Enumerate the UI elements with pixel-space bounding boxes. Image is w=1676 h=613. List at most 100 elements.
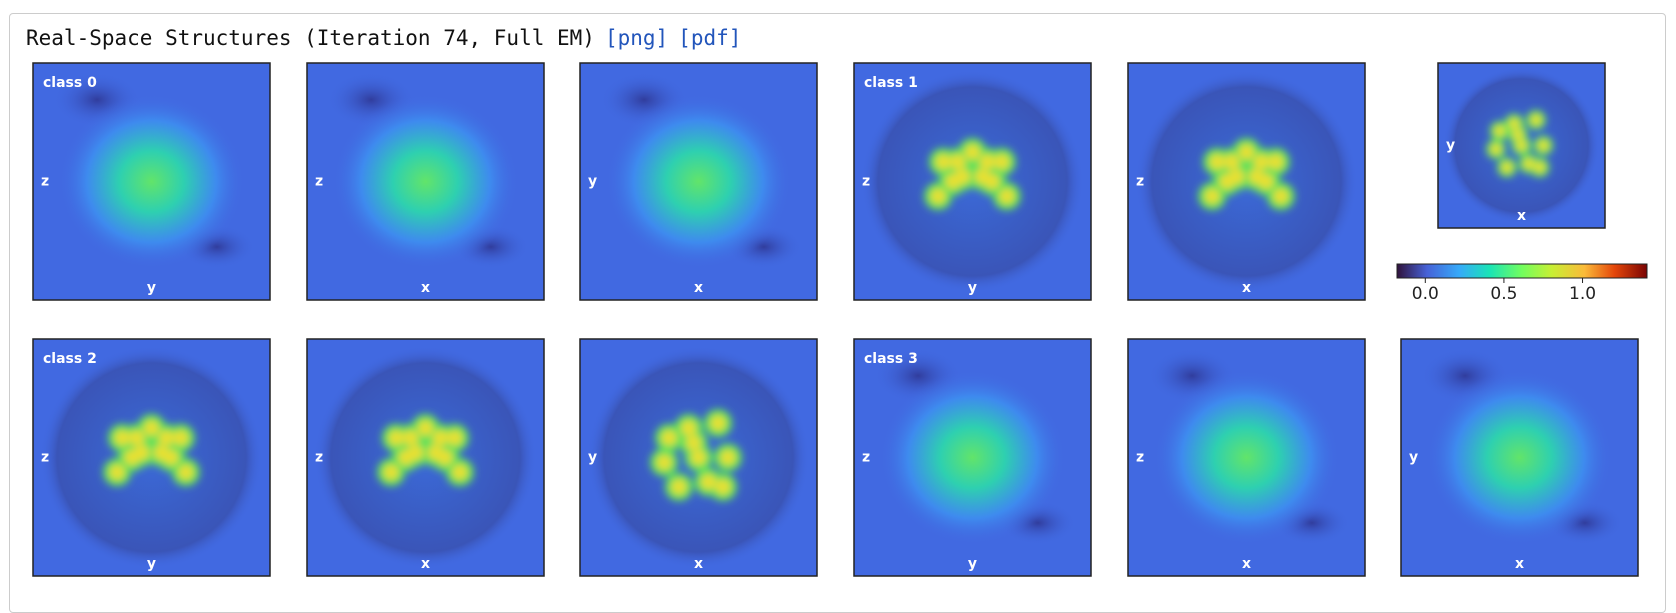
header: Real-Space Structures (Iteration 74, Ful… — [26, 26, 741, 50]
pdf-link[interactable]: [pdf] — [678, 26, 742, 50]
axis-label: x — [1242, 280, 1251, 296]
blob-core — [173, 430, 189, 446]
image-border — [1127, 338, 1366, 577]
title: Real-Space Structures (Iteration 74, Ful… — [26, 26, 595, 50]
blob-core — [1224, 154, 1240, 170]
axis-label: z — [862, 174, 870, 190]
density — [1153, 370, 1340, 545]
axis-label: y — [1409, 450, 1418, 466]
image-panel: yx — [1437, 62, 1606, 229]
blob-core — [1530, 114, 1542, 126]
blob-core — [1490, 143, 1502, 155]
density — [1485, 109, 1554, 178]
image-border — [1127, 62, 1366, 301]
axis-label: y — [968, 280, 977, 296]
image-border — [32, 62, 271, 301]
axis-label: z — [1136, 450, 1144, 466]
density — [649, 408, 743, 502]
blob-core — [1204, 188, 1220, 204]
axis-label: x — [1517, 208, 1526, 224]
blob-core — [999, 188, 1015, 204]
blob-core — [974, 168, 990, 185]
blob-core — [452, 464, 468, 480]
blob-core — [383, 464, 399, 480]
blob-core — [1523, 158, 1535, 170]
axis-label: x — [694, 556, 703, 572]
density — [923, 137, 1022, 211]
blob-core — [1273, 188, 1289, 204]
image-panel: zx — [1127, 62, 1366, 301]
blob-core — [1516, 140, 1527, 151]
image-panel: zx — [306, 338, 545, 577]
image-panel: class 1 z y — [853, 62, 1092, 301]
blob-core — [403, 430, 419, 446]
blob-core — [129, 430, 145, 446]
blob-core — [109, 464, 125, 480]
density — [605, 94, 792, 269]
density — [1197, 137, 1296, 211]
blob-core — [158, 430, 174, 446]
blob-core — [1248, 168, 1264, 185]
image-panel: yx — [1400, 338, 1639, 577]
blob-core — [1494, 125, 1505, 137]
axis-label: z — [41, 450, 49, 466]
blob-core — [1253, 154, 1269, 170]
class-label: class 0 — [43, 75, 97, 91]
density — [879, 370, 1066, 545]
image-border — [853, 338, 1092, 577]
axis-label: x — [1242, 556, 1251, 572]
class-label: class 3 — [864, 351, 918, 367]
image-border — [306, 338, 545, 577]
blob-core — [700, 474, 716, 490]
image-border — [579, 338, 818, 577]
axis-label: x — [421, 556, 430, 572]
axis-label: y — [147, 280, 156, 296]
image-panel: yx — [579, 338, 818, 577]
blob-core — [979, 154, 995, 170]
blob-core — [685, 435, 702, 451]
blob-core — [930, 188, 946, 204]
blob-core — [178, 464, 194, 480]
blob-core — [1229, 168, 1245, 185]
density — [102, 413, 201, 487]
image-panel: yx — [579, 62, 818, 301]
blob-core — [143, 420, 160, 436]
blob-core — [114, 430, 130, 446]
density — [1426, 370, 1613, 545]
tick-label: 0.5 — [1490, 284, 1517, 304]
blob-core — [1534, 162, 1546, 173]
density — [376, 413, 475, 487]
axis-label: z — [315, 174, 323, 190]
blob-core — [964, 144, 981, 160]
class-label: class 1 — [864, 75, 918, 91]
axis-label: x — [694, 280, 703, 296]
blob-core — [1508, 118, 1520, 129]
blob-core — [388, 430, 404, 446]
axis-label: y — [588, 450, 597, 466]
blob-core — [994, 154, 1010, 170]
axis-label: x — [1515, 556, 1524, 572]
image-panel: zx — [306, 62, 545, 301]
blob-core — [427, 444, 443, 461]
blob-core — [661, 430, 677, 446]
axis-label: z — [315, 450, 323, 466]
blob-core — [1501, 162, 1513, 173]
image-border — [32, 338, 271, 577]
tick-label: 1.0 — [1569, 284, 1596, 304]
blob-core — [720, 449, 736, 466]
png-link[interactable]: [png] — [604, 26, 669, 50]
blob-core — [935, 154, 951, 170]
blob-core — [1512, 129, 1524, 140]
density — [332, 94, 519, 269]
axis-label: x — [421, 280, 430, 296]
blob-core — [955, 168, 971, 185]
blob-core — [432, 430, 448, 446]
axis-label: z — [862, 450, 870, 466]
image-border — [579, 62, 818, 301]
image-border — [853, 62, 1092, 301]
blob-core — [153, 444, 169, 461]
blob-core — [1238, 144, 1255, 160]
blob-core — [1209, 154, 1225, 170]
image-border — [1400, 338, 1639, 577]
